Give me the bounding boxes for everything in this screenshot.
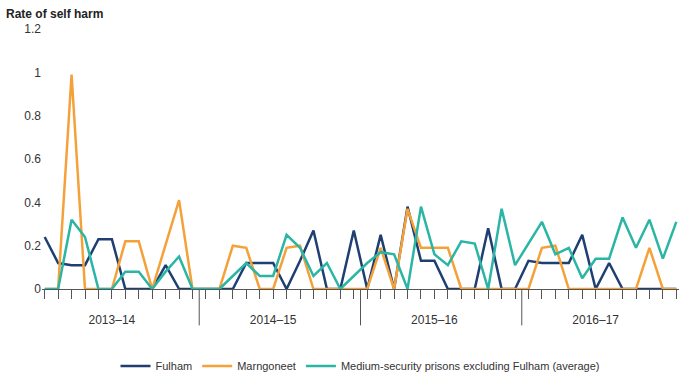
svg-text:2015–16: 2015–16 — [411, 313, 458, 327]
svg-text:0.4: 0.4 — [24, 196, 41, 210]
svg-text:0.6: 0.6 — [24, 152, 41, 166]
svg-text:Marngoneet: Marngoneet — [237, 360, 296, 372]
svg-text:Rate of self harm: Rate of self harm — [6, 7, 103, 21]
svg-text:2013–14: 2013–14 — [89, 313, 136, 327]
svg-text:0: 0 — [34, 282, 41, 296]
svg-text:1.2: 1.2 — [24, 22, 41, 36]
svg-text:0.8: 0.8 — [24, 109, 41, 123]
svg-text:1: 1 — [34, 66, 41, 80]
svg-text:Fulham: Fulham — [156, 360, 193, 372]
svg-text:Medium-security prisons exclud: Medium-security prisons excluding Fulham… — [341, 360, 600, 372]
svg-text:2016–17: 2016–17 — [572, 313, 619, 327]
svg-text:2014–15: 2014–15 — [250, 313, 297, 327]
svg-text:0.2: 0.2 — [24, 239, 41, 253]
